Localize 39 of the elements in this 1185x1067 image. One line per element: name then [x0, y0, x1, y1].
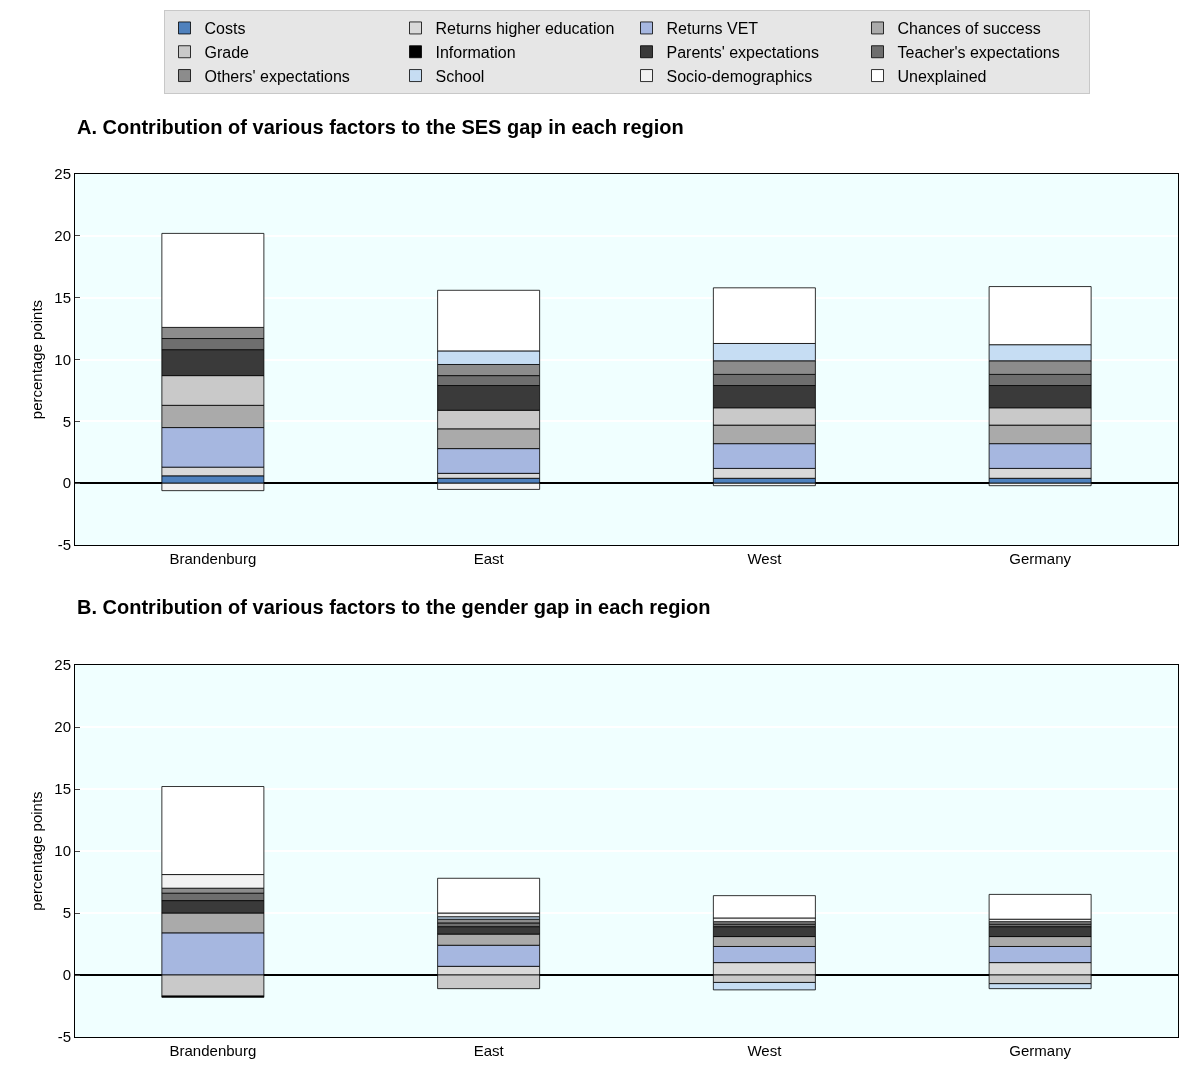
x-tick-label: Brandenburg: [169, 1042, 257, 1059]
y-tick-label: 25: [54, 656, 71, 674]
x-tick-label: West: [747, 1042, 783, 1059]
legend-label: Costs: [204, 20, 246, 38]
y-tick-label: -5: [57, 536, 71, 554]
legend-label: Grade: [204, 43, 250, 61]
x-tick-label: East: [473, 550, 505, 568]
legend-label: Teacher's expectations: [897, 43, 1060, 61]
y-tick-label: 15: [54, 288, 71, 306]
legend-label: Others' expectations: [204, 67, 350, 85]
y-tick-label: 10: [54, 842, 71, 860]
y-tick-label: 20: [54, 718, 71, 736]
y-tick-label: 0: [62, 474, 71, 492]
legend-label: Socio-demographics: [666, 67, 813, 85]
x-tick-label: Brandenburg: [169, 550, 257, 568]
y-tick-label: 0: [62, 966, 71, 984]
legend-label: School: [435, 67, 485, 85]
x-tick-label: East: [473, 1042, 505, 1059]
y-tick-label: 5: [62, 412, 71, 430]
y-tick-label: 20: [54, 227, 71, 245]
y-tick-label: 15: [54, 780, 71, 798]
y-tick-label: 10: [54, 350, 71, 368]
legend-label: Unexplained: [897, 67, 987, 85]
y-tick-label: -5: [57, 1028, 71, 1046]
chart-title: B. Contribution of various factors to the gender gap in each region: [77, 596, 711, 618]
chart-title: A. Contribution of various factors to the SES gap in each region: [77, 116, 684, 138]
legend-label: Information: [435, 43, 516, 61]
y-tick-label: 5: [62, 904, 71, 922]
legend-label: Chances of success: [897, 20, 1041, 38]
x-tick-label: Germany: [1009, 1042, 1072, 1059]
y-axis-title: percentage points: [27, 791, 45, 911]
y-tick-label: 25: [54, 165, 71, 183]
legend-label: Parents' expectations: [666, 43, 819, 61]
legend-label: Returns higher education: [435, 20, 615, 38]
bar: [437, 916, 541, 920]
legend-label: Returns VET: [666, 20, 759, 38]
y-axis-title: percentage points: [27, 299, 45, 420]
x-tick-label: Germany: [1009, 550, 1072, 568]
x-tick-label: West: [747, 550, 783, 568]
